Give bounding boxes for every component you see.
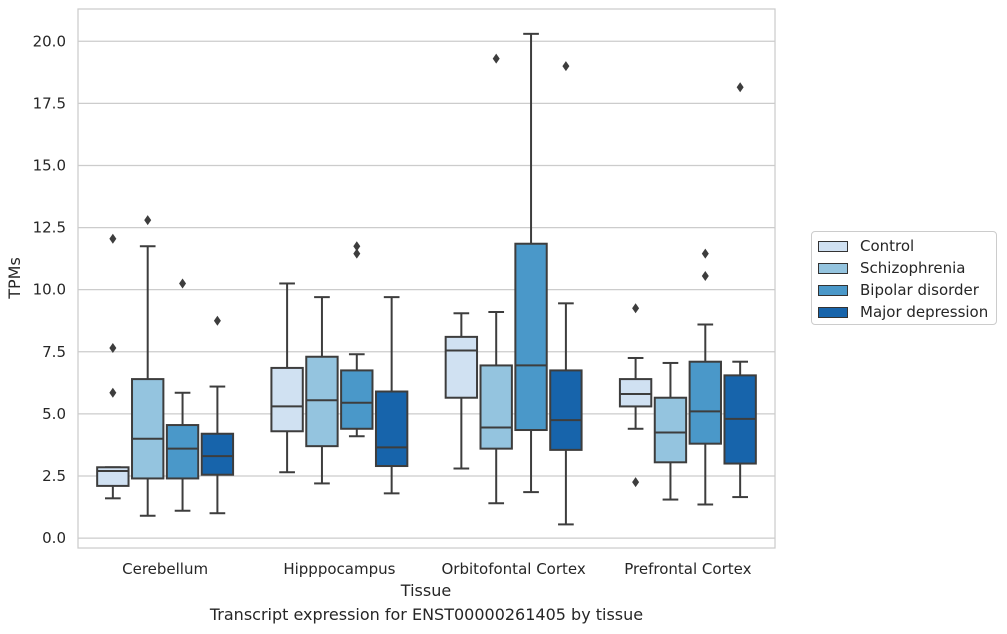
outlier-point [179,278,187,289]
y-tick-labels: 0.0 2.5 5.0 7.5 10.0 12.5 15.0 17.5 20.0 [33,32,66,547]
box-iqr [444,335,479,399]
outlier-point [109,343,117,354]
box-iqr [374,390,409,468]
x-tick-label-orbitofontal-cortex: Orbitofontal Cortex [442,560,586,578]
outlier-point [736,82,744,93]
box-iqr [131,378,165,480]
x-tick-label-prefrontal-cortex: Prefrontal Cortex [624,560,751,578]
x-tick-label-cerebellum: Cerebellum [122,560,208,578]
box-orbitofontal-cortex-major-depression [549,61,583,526]
box-cerebellum-major-depression [200,315,235,515]
box-hipppocampus-bipolar-disorder [340,241,374,438]
box-iqr [653,396,688,464]
box-prefrontal-cortex-control [618,303,653,488]
legend-label-bipolar-disorder: Bipolar disorder [860,281,979,299]
outlier-point [701,271,709,282]
plot-frame [77,8,776,549]
legend-item-major-depression: Major depression [818,303,988,321]
y-tick-label: 2.5 [42,467,66,485]
y-tick-label: 15.0 [33,156,66,174]
outlier-point [632,477,640,488]
box-iqr [200,432,235,476]
outlier-point [353,241,361,252]
box-orbitofontal-cortex-schizophrenia [479,53,513,505]
y-tick-label: 0.0 [42,529,66,547]
box-iqr [479,364,513,450]
box-iqr [688,360,722,445]
x-axis-label: Tissue [400,581,451,600]
box-iqr [618,378,653,408]
box-cerebellum-bipolar-disorder [165,278,200,512]
box-iqr [165,424,200,480]
y-tick-label: 10.0 [33,281,66,299]
box-iqr [549,369,583,451]
legend-swatch-control [818,240,848,252]
y-tick-label: 20.0 [33,32,66,50]
box-orbitofontal-cortex-control [444,312,479,470]
box-iqr [305,355,339,448]
y-axis-label: TPMs [5,257,24,300]
legend-item-control: Control [818,237,914,255]
outlier-point [632,303,640,314]
legend-label-major-depression: Major depression [860,303,989,321]
y-tick-label: 7.5 [42,343,66,361]
box-prefrontal-cortex-bipolar-disorder [688,248,722,506]
box-orbitofontal-cortex-bipolar-disorder [514,32,548,494]
outlier-point [109,233,117,244]
outlier-point [562,61,570,72]
y-tick-label: 17.5 [33,94,66,112]
box-prefrontal-cortex-major-depression [723,82,757,499]
chart-caption: Transcript expression for ENST0000026140… [209,605,644,624]
box-cerebellum-control [96,233,130,500]
box-iqr [340,369,374,430]
y-tick-label: 12.5 [33,219,66,237]
box-hipppocampus-major-depression [374,296,409,495]
box-plots [96,32,757,526]
legend-swatch-schizophrenia [818,262,848,274]
legend-label-schizophrenia: Schizophrenia [860,259,966,277]
outlier-point [492,53,500,64]
box-cerebellum-schizophrenia [131,215,165,517]
legend-swatch-bipolar-disorder [818,284,848,296]
box-iqr [514,242,548,432]
box-prefrontal-cortex-schizophrenia [653,361,688,501]
box-hipppocampus-schizophrenia [305,296,339,485]
y-tick-label: 5.0 [42,405,66,423]
legend-item-schizophrenia: Schizophrenia [818,259,965,277]
x-tick-labels: Cerebellum Hipppocampus Orbitofontal Corte… [122,560,751,578]
outlier-point [213,315,221,326]
legend: Control Schizophrenia Bipolar disorder M… [811,231,997,325]
x-tick-label-hipppocampus: Hipppocampus [283,560,395,578]
legend-item-bipolar-disorder: Bipolar disorder [818,281,979,299]
box-hipppocampus-control [270,282,304,474]
outlier-point [701,248,709,259]
outlier-point [144,215,152,226]
legend-label-control: Control [860,237,915,255]
box-iqr [270,366,304,433]
outlier-point [353,248,361,259]
outlier-point [109,387,117,398]
legend-swatch-major-depression [818,306,848,318]
